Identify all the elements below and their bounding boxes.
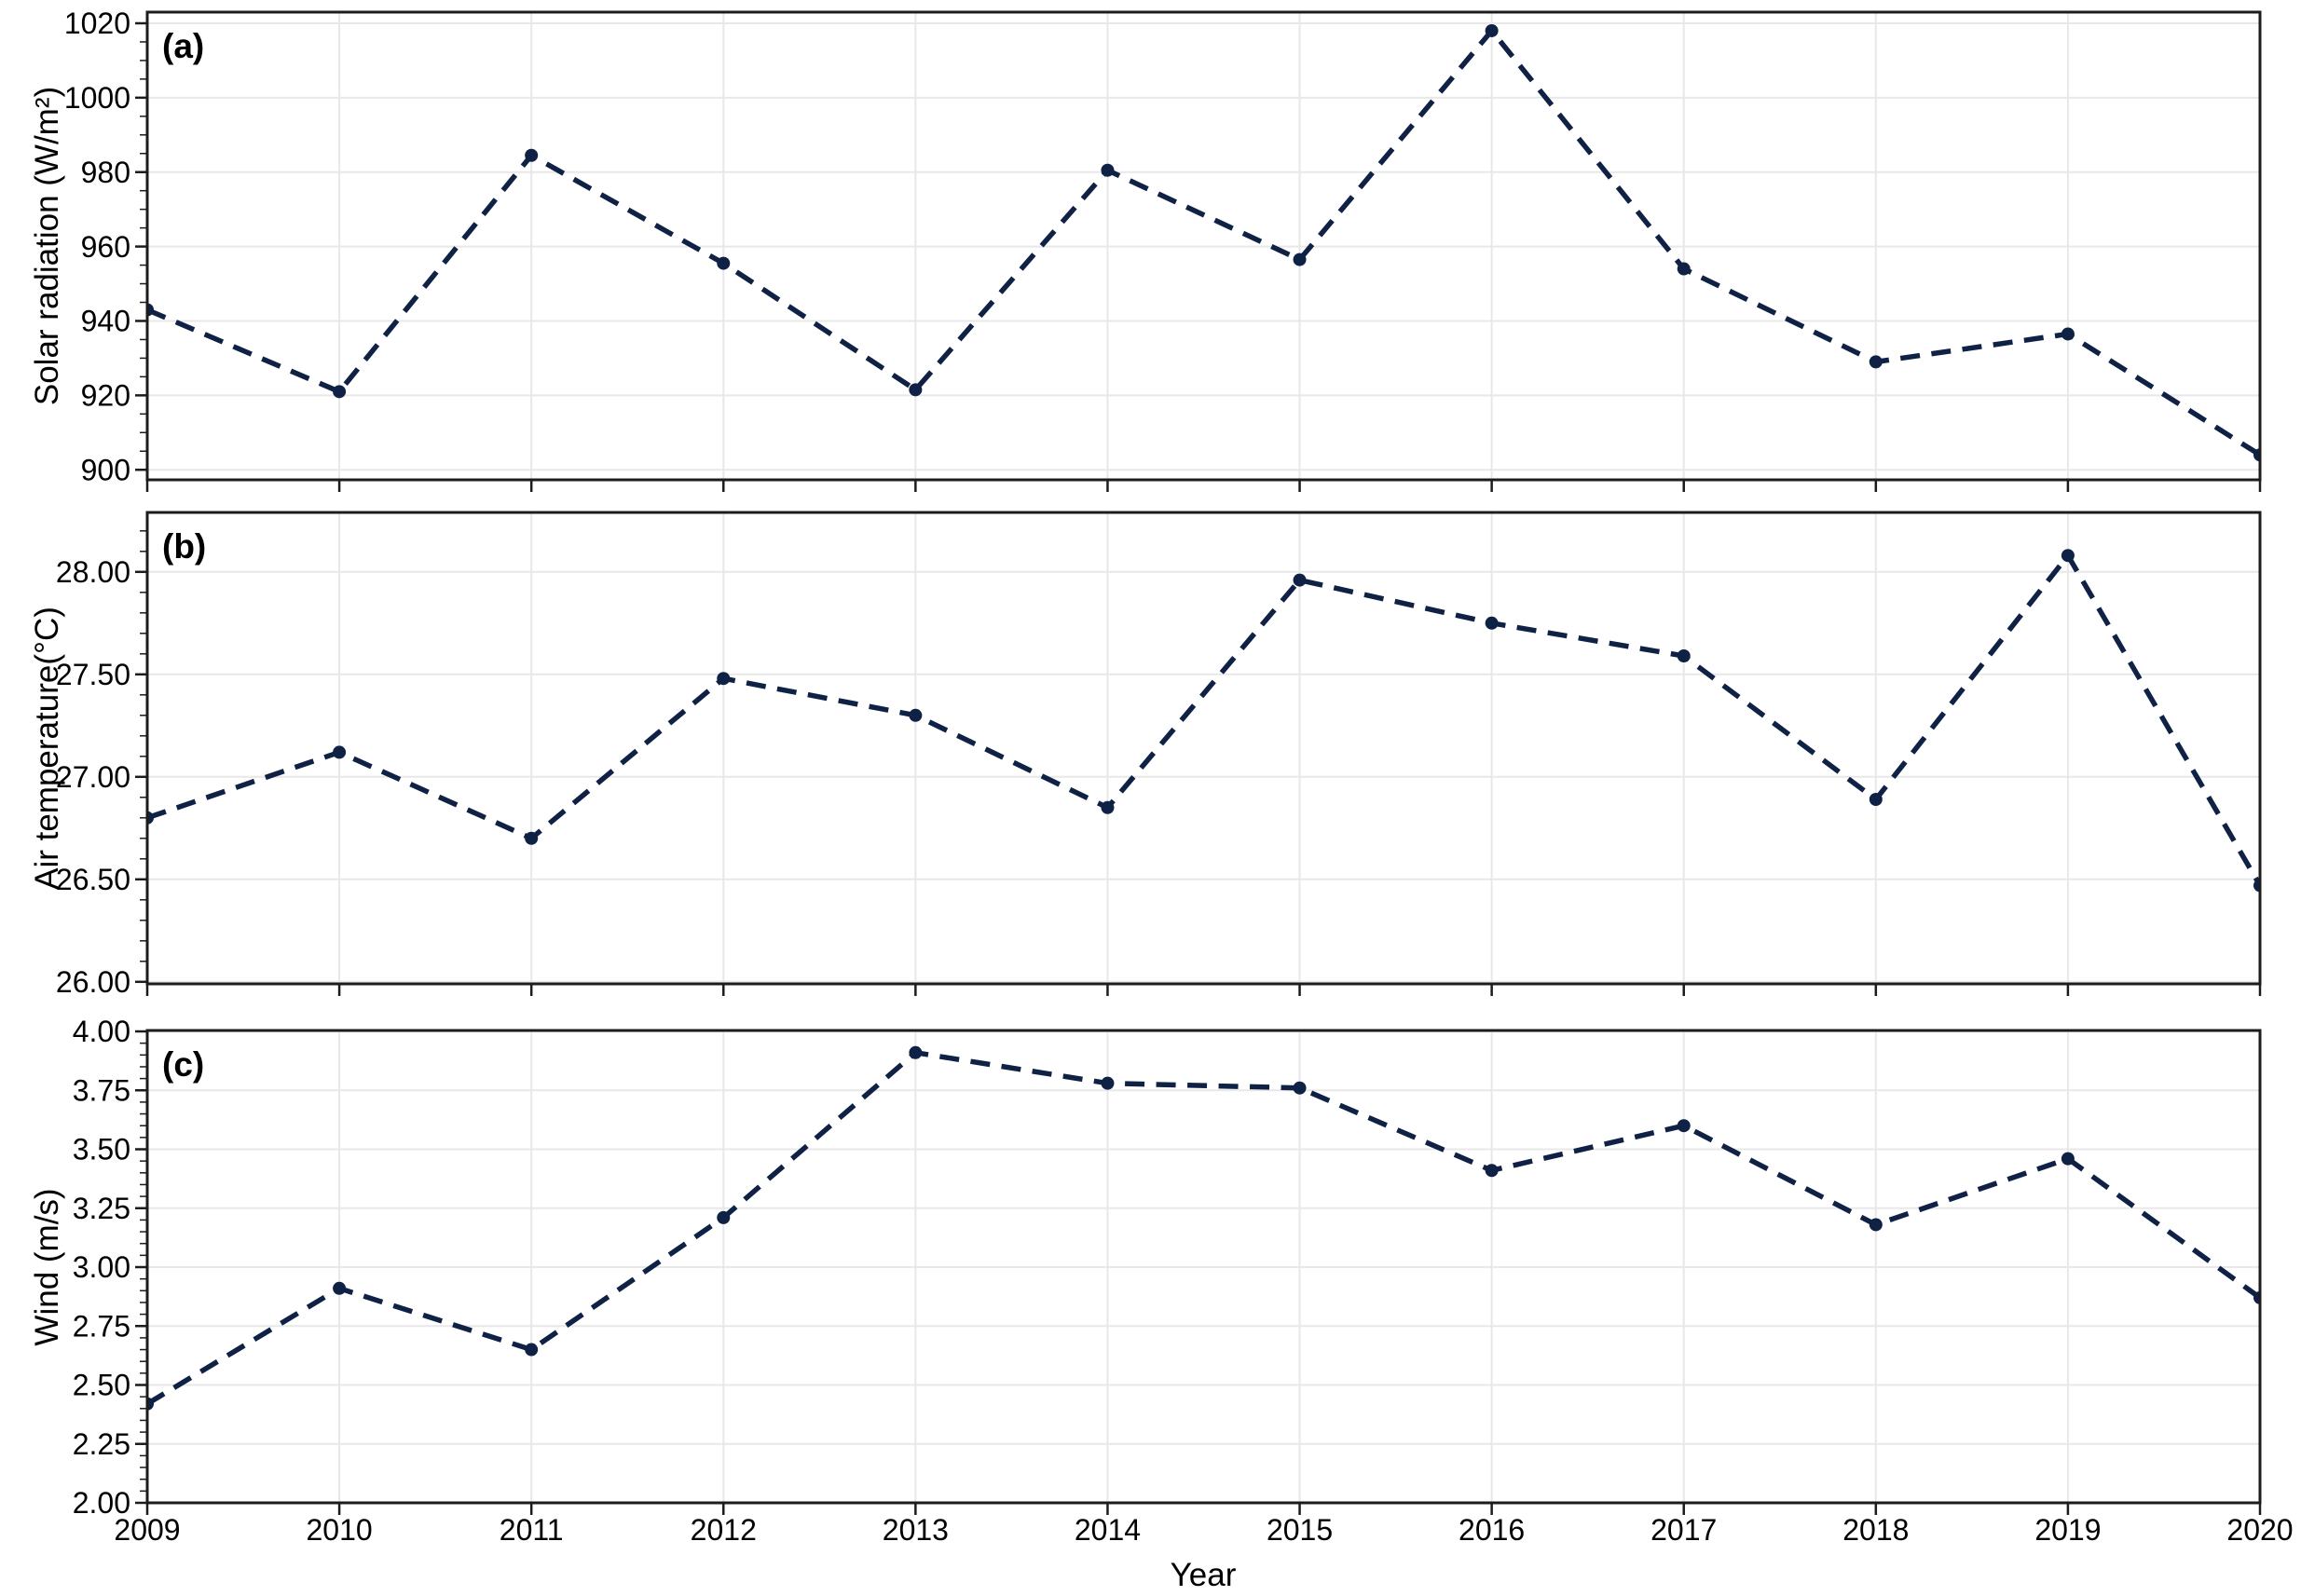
x-axis-title: Year [1171,1557,1237,1593]
x-tick-label: 2011 [500,1513,564,1547]
data-point [525,831,539,845]
data-point [333,385,347,399]
data-point [1293,252,1307,266]
data-line-solar [147,26,2260,457]
data-point [717,672,731,686]
data-point [909,1045,923,1059]
y-tick-label: 26.50 [56,863,130,896]
y-tick-label: 960 [81,230,130,264]
data-point [1101,1076,1115,1090]
panel-c-y-axis-title: Wind (m/s) [29,1188,65,1345]
y-tick-label: 1020 [64,7,130,40]
panel-b: 26.00 26.50 27.00 27.50 28.00 [56,511,2262,999]
data-point [1869,1218,1883,1232]
panel-c: 2.00 2.25 2.50 2.75 3.00 3.25 3.50 3.75 4.00 [73,1015,2262,1520]
data-point [717,1210,731,1224]
x-tick-label: 2010 [306,1513,372,1547]
panel-a: 900 920 940 960 980 1000 1020 [64,7,2262,492]
data-point [1293,1081,1307,1095]
data-point [333,1281,347,1295]
panel-c-letter: (c) [162,1045,204,1084]
panel-border [145,511,2262,986]
data-point [333,745,347,759]
data-point [1485,1164,1499,1178]
data-point [1101,800,1115,814]
y-tick-label: 27.50 [56,658,130,691]
y-tick-label: 2.00 [73,1486,130,1520]
data-point [1293,573,1307,587]
y-tick-label: 3.50 [73,1133,130,1166]
data-point [2061,327,2075,341]
x-tick-label: 2015 [1267,1513,1333,1547]
x-tick-label: 2009 [114,1513,180,1547]
y-tick-label: 4.00 [73,1015,130,1048]
x-tick-label: 2014 [1075,1513,1141,1547]
y-tick-label: 28.00 [56,555,130,589]
data-point [2253,879,2260,893]
x-tick-label: 2020 [2226,1513,2293,1547]
data-point [147,1397,154,1411]
y-tick-label: 3.00 [73,1250,130,1284]
data-point [2253,1290,2260,1304]
data-line-wind [147,1049,2260,1407]
panel-a-y-axis-title: Solar radiation (W/m²) [29,87,65,405]
y-tick-label: 2.25 [73,1427,130,1461]
y-tick-label: 980 [81,156,130,189]
data-point [1869,793,1883,806]
x-tick-label: 2018 [1842,1513,1909,1547]
data-point [909,708,923,722]
x-tick-label: 2013 [883,1513,949,1547]
panel-b-y-axis-title: Air temperature(°C) [29,607,65,890]
data-point [1101,163,1115,177]
data-point [2061,549,2075,563]
x-tick-label: 2017 [1650,1513,1717,1547]
data-point [525,1343,539,1357]
data-point [1485,616,1499,630]
y-tick-label: 2.75 [73,1309,130,1343]
x-tick-label: 2012 [691,1513,757,1547]
y-tick-label: 26.00 [56,965,130,999]
y-tick-label: 940 [81,305,130,338]
data-point [717,256,731,270]
data-point [1677,262,1691,276]
y-tick-label: 27.00 [56,760,130,794]
panel-a-letter: (a) [162,27,204,65]
data-point [1485,23,1499,37]
y-tick-label: 3.25 [73,1192,130,1225]
y-tick-label: 2.50 [73,1369,130,1402]
data-point [909,383,923,397]
y-tick-label: 3.75 [73,1073,130,1107]
data-point [525,148,539,162]
y-tick-label: 920 [81,379,130,413]
data-point [2253,448,2260,462]
y-tick-label: 900 [81,453,130,486]
data-point [2061,1152,2075,1166]
data-point [1677,1119,1691,1133]
data-point [147,303,154,317]
y-tick-label: 1000 [64,81,130,115]
data-point [1677,649,1691,662]
data-point [147,811,154,825]
x-tick-label: 2019 [2034,1513,2101,1547]
data-line-air [147,551,2260,887]
x-tick-label: 2016 [1459,1513,1525,1547]
panel-b-letter: (b) [162,527,206,566]
data-point [1869,355,1883,369]
